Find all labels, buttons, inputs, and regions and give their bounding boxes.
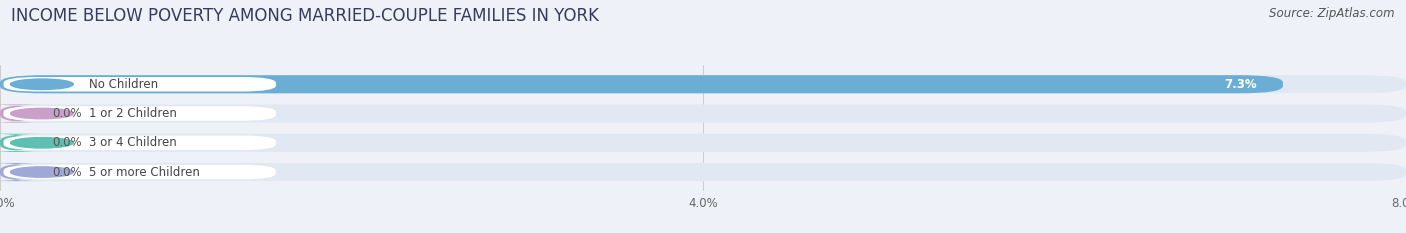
FancyBboxPatch shape [0, 104, 1406, 123]
Text: 0.0%: 0.0% [53, 165, 83, 178]
FancyBboxPatch shape [3, 106, 276, 121]
FancyBboxPatch shape [3, 77, 276, 92]
FancyBboxPatch shape [0, 134, 1406, 152]
FancyBboxPatch shape [0, 134, 44, 152]
FancyBboxPatch shape [0, 75, 1282, 93]
Text: 7.3%: 7.3% [1225, 78, 1257, 91]
Text: 1 or 2 Children: 1 or 2 Children [89, 107, 177, 120]
FancyBboxPatch shape [0, 75, 1406, 93]
FancyBboxPatch shape [3, 165, 276, 179]
Text: 0.0%: 0.0% [53, 136, 83, 149]
Text: Source: ZipAtlas.com: Source: ZipAtlas.com [1270, 7, 1395, 20]
Circle shape [10, 137, 73, 148]
Text: 5 or more Children: 5 or more Children [89, 165, 200, 178]
FancyBboxPatch shape [0, 163, 44, 181]
Text: 0.0%: 0.0% [53, 107, 83, 120]
Circle shape [10, 108, 73, 119]
Text: 3 or 4 Children: 3 or 4 Children [89, 136, 177, 149]
FancyBboxPatch shape [3, 136, 276, 150]
FancyBboxPatch shape [0, 163, 1406, 181]
Circle shape [10, 79, 73, 89]
Circle shape [10, 167, 73, 177]
FancyBboxPatch shape [0, 104, 44, 123]
Text: No Children: No Children [89, 78, 159, 91]
Text: INCOME BELOW POVERTY AMONG MARRIED-COUPLE FAMILIES IN YORK: INCOME BELOW POVERTY AMONG MARRIED-COUPL… [11, 7, 599, 25]
